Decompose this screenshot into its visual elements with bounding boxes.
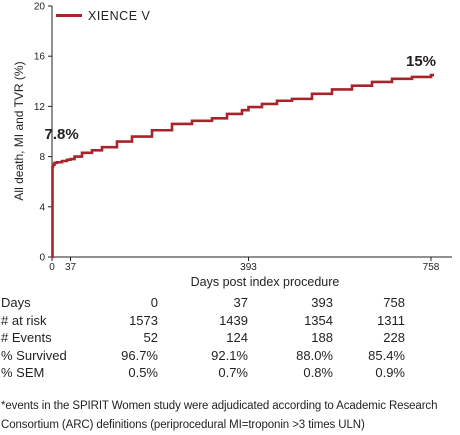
table-row-label: Days	[1, 295, 31, 310]
series-line-xience-v	[51, 73, 434, 259]
table-spacer	[405, 294, 460, 312]
table-cell: 393	[311, 295, 333, 310]
table-row-label: # Events	[1, 330, 52, 345]
chart-axes	[51, 6, 452, 258]
table-cell: 0.5%	[128, 365, 158, 380]
table-cell: 0.7%	[218, 365, 248, 380]
x-tick-label: 393	[240, 262, 257, 273]
table-cell: 758	[383, 295, 405, 310]
table-row-label: % SEM	[1, 365, 45, 380]
risk-table-body: Days 0 37 393 758 # at risk 1573 1439 1354 1311 # …	[0, 294, 460, 382]
footnote-line-1: *events in the SPIRIT Women study were a…	[1, 400, 438, 412]
footnote-line-2: Consortium (ARC) definitions (periproced…	[1, 419, 365, 431]
table-cell: 37	[233, 295, 248, 310]
table-cell: 0.8%	[303, 365, 333, 380]
table-row: % Survived 96.7% 92.1% 88.0% 85.4%	[0, 347, 460, 365]
table-spacer	[405, 329, 460, 347]
table-row-label: % Survived	[1, 347, 67, 363]
y-axis-label: All death, MI and TVR (%)	[12, 61, 26, 200]
table-spacer	[405, 312, 460, 330]
table-cell: 0	[150, 295, 158, 310]
annotation-layer: 7.8% 15%	[45, 53, 437, 143]
table-cell: 1311	[377, 312, 405, 328]
x-tick-label: 758	[423, 262, 440, 273]
y-axis-ticks: 0 4 8 12 16 20	[34, 2, 52, 264]
table-cell: 92.1%	[211, 347, 248, 363]
y-tick-label: 8	[39, 152, 45, 163]
table-cell: 1439	[219, 312, 248, 328]
y-tick-label: 0	[39, 253, 45, 264]
y-tick-label: 4	[39, 202, 45, 213]
table-cell: 0.9%	[375, 365, 405, 380]
x-axis-label: Days post index procedure	[191, 275, 340, 289]
x-tick-label: 37	[65, 262, 77, 273]
annotation-label: 15%	[406, 53, 436, 70]
table-header-row: Days 0 37 393 758	[0, 294, 460, 312]
series-layer	[51, 73, 434, 259]
chart-legend: XIENCE V	[56, 9, 151, 23]
table-cell: 124	[226, 330, 248, 345]
table-cell: 188	[311, 330, 333, 345]
table-row: # Events 52 124 188 228	[0, 329, 460, 347]
annotation-label: 7.8%	[45, 126, 79, 143]
y-tick-label: 20	[34, 2, 46, 13]
table-cell: 96.7%	[121, 347, 158, 363]
table-cell: 1573	[129, 312, 158, 328]
legend-label-xience-v: XIENCE V	[88, 9, 151, 23]
x-axis-ticks: 0 37 393 758	[49, 257, 440, 273]
y-tick-label: 12	[34, 102, 46, 113]
table-row: % SEM 0.5% 0.7% 0.8% 0.9%	[0, 364, 460, 382]
table-row-label: # at risk	[1, 312, 47, 328]
table-row: # at risk 1573 1439 1354 1311	[0, 312, 460, 330]
x-tick-label: 0	[49, 262, 55, 273]
table-spacer	[405, 364, 460, 382]
risk-table: Days 0 37 393 758 # at risk 1573 1439 1354 1311 # …	[0, 294, 460, 382]
table-cell: 52	[143, 330, 158, 345]
table-cell: 88.0%	[296, 347, 333, 363]
kaplan-meier-chart: 0 4 8 12 16 20 0 37 393 758 7.8% 15% XIENCE V All…	[12, 2, 452, 289]
table-cell: 228	[383, 330, 405, 345]
table-cell: 1354	[304, 312, 333, 328]
footnote: *events in the SPIRIT Women study were a…	[1, 397, 459, 435]
table-cell: 85.4%	[368, 347, 405, 363]
y-tick-label: 16	[34, 52, 46, 63]
table-spacer	[405, 347, 460, 365]
